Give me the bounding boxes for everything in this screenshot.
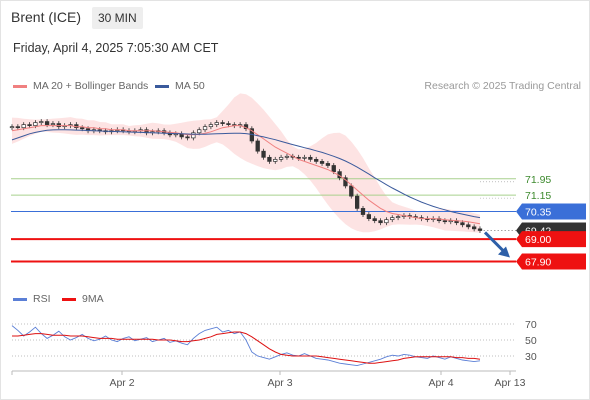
rsi-line [11,325,481,367]
rsi-level-label-0: 70 [525,319,537,331]
legend-rsi: RSI [13,293,51,305]
candle-body-77 [460,222,465,226]
ma20-line [11,125,481,225]
candle-body-4 [33,122,38,126]
level-tag-bg-2 [516,203,586,220]
candle-body-34 [208,124,214,128]
level-label-2: 70.35 [525,206,551,218]
instrument-title: Brent (ICE) [11,9,82,25]
candle-body-47 [284,155,290,158]
rsi-level-label-2: 30 [525,351,537,363]
candle-body-58 [349,185,354,197]
candle-body-64 [384,219,389,224]
candle-body-80 [477,228,483,231]
candle-body-78 [466,224,471,228]
x-tick-label-1: Apr 3 [267,377,292,389]
candle-body-36 [220,122,225,124]
candle-body-32 [197,129,202,134]
candle-body-55 [331,165,336,172]
candle-body-6 [44,121,50,125]
candle-body-37 [226,123,231,125]
timeframe-button[interactable]: 30 MIN [92,7,143,29]
legend-ma50: MA 50 [155,80,205,92]
level-tag-5: 67.90 [516,253,586,270]
forecast-arrow-shaft [483,231,508,255]
candle-body-79 [472,226,477,230]
legend-ma9: 9MA [62,293,104,305]
x-tick-label-0: Apr 2 [109,377,134,389]
candle-body-49 [296,156,301,159]
level-label-1: 71.15 [525,190,551,202]
candle-body-62 [372,218,377,222]
ma50-line [11,129,481,219]
rsi-ma-line [12,331,481,364]
legend-ma9-label: 9MA [82,293,104,305]
bollinger-band [12,93,480,233]
candle-body-12 [80,127,85,130]
forecast-arrow-head [498,246,510,258]
legend-rsi-label: RSI [33,293,51,305]
candle-body-51 [308,156,313,160]
level-label-4: 69.00 [525,234,551,246]
candle-body-3 [27,124,32,126]
ma9-swatch [62,297,76,301]
x-tick-label-2: Apr 4 [428,377,453,389]
candle-body-31 [191,132,196,139]
candle-body-60 [360,208,366,215]
datetime-label: Friday, April 4, 2025 7:05:30 AM CET [13,41,219,55]
candle-body-53 [319,161,325,164]
ma50-swatch [155,84,169,88]
candle-body-44 [267,156,272,162]
level-label-0: 71.95 [525,174,551,186]
candle-body-54 [325,163,331,166]
candle-body-1 [15,126,20,129]
level-tag-2: 70.35 [516,203,586,220]
candle-body-45 [273,159,278,162]
rsi-swatch [13,297,27,301]
candle-body-35 [214,122,219,125]
x-tick-label-3: Apr 13 [495,377,526,389]
credit-label: Research © 2025 Trading Central [424,80,581,92]
candle-body-33 [202,126,208,131]
candle-body-46 [278,156,284,160]
candle-body-65 [390,217,395,221]
candle-body-30 [185,136,190,139]
candle-body-59 [355,195,360,209]
candle-body-66 [395,216,401,218]
ma20-swatch [13,84,27,88]
candle-body-74 [442,220,448,223]
level-label-5: 67.90 [525,257,551,269]
level-tag-bg-4 [516,231,586,248]
candle-body-5 [39,121,44,123]
legend-ma20: MA 20 + Bollinger Bands [13,80,148,92]
candle-body-50 [302,156,307,159]
candle-body-61 [366,214,371,219]
candle-body-42 [255,140,260,152]
rsi-level-label-1: 50 [525,335,537,347]
candle-body-7 [50,123,56,125]
legend-ma50-label: MA 50 [175,80,205,92]
legend-ma20-label: MA 20 + Bollinger Bands [33,80,149,92]
candle-body-0 [9,126,15,129]
candle-body-63 [378,220,383,224]
level-tag-bg-5 [516,253,586,270]
level-tag-4: 69.00 [516,231,586,248]
candle-body-2 [21,124,26,129]
candle-body-52 [314,159,319,162]
candle-body-43 [261,150,266,158]
